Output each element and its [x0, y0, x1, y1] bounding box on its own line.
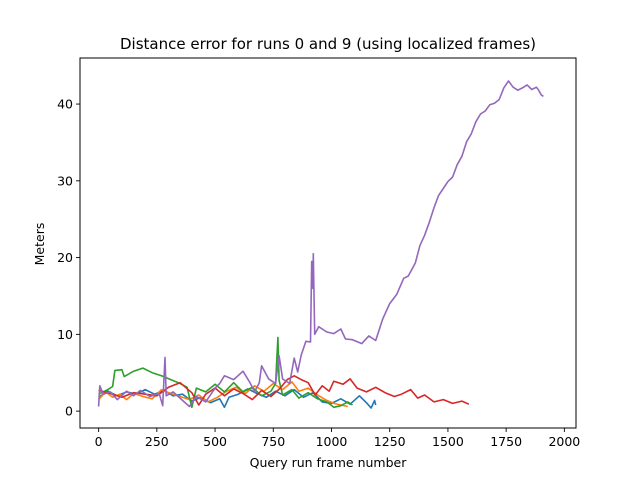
x-axis-label: Query run frame number — [250, 455, 408, 470]
x-tick-label: 1500 — [432, 434, 464, 449]
x-tick-label: 1250 — [374, 434, 406, 449]
x-tick-label: 250 — [145, 434, 169, 449]
y-tick-label: 0 — [65, 404, 73, 419]
x-tick-label: 500 — [203, 434, 227, 449]
series-line-3 — [98, 336, 353, 409]
chart-title: Distance error for runs 0 and 9 (using l… — [120, 35, 536, 53]
y-axis-label: Meters — [32, 223, 47, 266]
y-tick-label: 40 — [57, 97, 73, 112]
plot-frame — [79, 57, 577, 429]
x-tick-label: 0 — [95, 434, 103, 449]
y-tick-label: 20 — [57, 250, 73, 265]
x-tick-label: 2000 — [548, 434, 580, 449]
y-tick-label: 10 — [57, 327, 73, 342]
x-axis: 0 250 500 750 1000 1250 1500 1750 2000 — [95, 428, 580, 449]
x-tick-label: 750 — [261, 434, 285, 449]
series-layer — [97, 80, 544, 409]
x-tick-label: 1750 — [490, 434, 522, 449]
x-tick-label: 1000 — [316, 434, 348, 449]
y-tick-label: 30 — [57, 173, 73, 188]
series-line-4 — [98, 374, 470, 406]
series-line-5 — [97, 80, 544, 408]
y-axis: 0 10 20 30 40 — [57, 97, 80, 419]
